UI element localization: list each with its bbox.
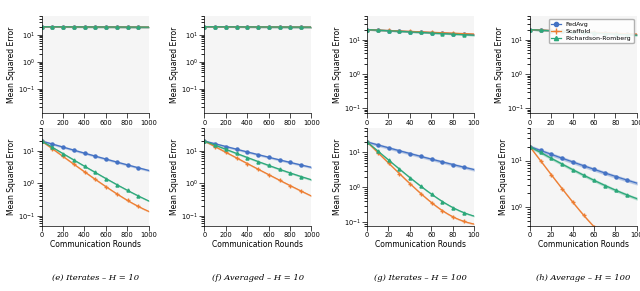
X-axis label: Communication Rounds: Communication Rounds <box>538 240 628 249</box>
Legend: FedAvg, Scaffold, Richardson-Romberg: FedAvg, Scaffold, Richardson-Romberg <box>548 19 634 43</box>
Y-axis label: Mean Squared Error: Mean Squared Error <box>333 26 342 103</box>
Text: (e) Iterates – H = 10: (e) Iterates – H = 10 <box>52 274 139 282</box>
X-axis label: Communication Rounds: Communication Rounds <box>212 128 303 137</box>
Y-axis label: Mean Squared Error: Mean Squared Error <box>499 139 508 215</box>
Y-axis label: Mean Squared Error: Mean Squared Error <box>495 26 504 103</box>
X-axis label: Communication Rounds: Communication Rounds <box>212 240 303 249</box>
Text: (c) Iterates – H = 100: (c) Iterates – H = 100 <box>374 162 467 170</box>
X-axis label: Communication Rounds: Communication Rounds <box>375 240 466 249</box>
Text: (d) Averaged – H = 100: (d) Averaged – H = 100 <box>533 162 633 170</box>
X-axis label: Communication Rounds: Communication Rounds <box>50 240 141 249</box>
Y-axis label: Mean Squared Error: Mean Squared Error <box>7 139 16 215</box>
Text: (b) Averaged – H = 10: (b) Averaged – H = 10 <box>211 162 305 170</box>
Text: (h) Average – H = 100: (h) Average – H = 100 <box>536 274 630 282</box>
Y-axis label: Mean Squared Error: Mean Squared Error <box>170 26 179 103</box>
Text: (f) Averaged – H = 10: (f) Averaged – H = 10 <box>212 274 304 282</box>
X-axis label: Communication Rounds: Communication Rounds <box>538 128 628 137</box>
Y-axis label: Mean Squared Error: Mean Squared Error <box>7 26 16 103</box>
Text: (a) Iterates – H = 10: (a) Iterates – H = 10 <box>52 162 139 170</box>
X-axis label: Communication Rounds: Communication Rounds <box>375 128 466 137</box>
Y-axis label: Mean Squared Error: Mean Squared Error <box>333 139 342 215</box>
Y-axis label: Mean Squared Error: Mean Squared Error <box>170 139 179 215</box>
Text: (g) Iterates – H = 100: (g) Iterates – H = 100 <box>374 274 467 282</box>
X-axis label: Communication Rounds: Communication Rounds <box>50 128 141 137</box>
